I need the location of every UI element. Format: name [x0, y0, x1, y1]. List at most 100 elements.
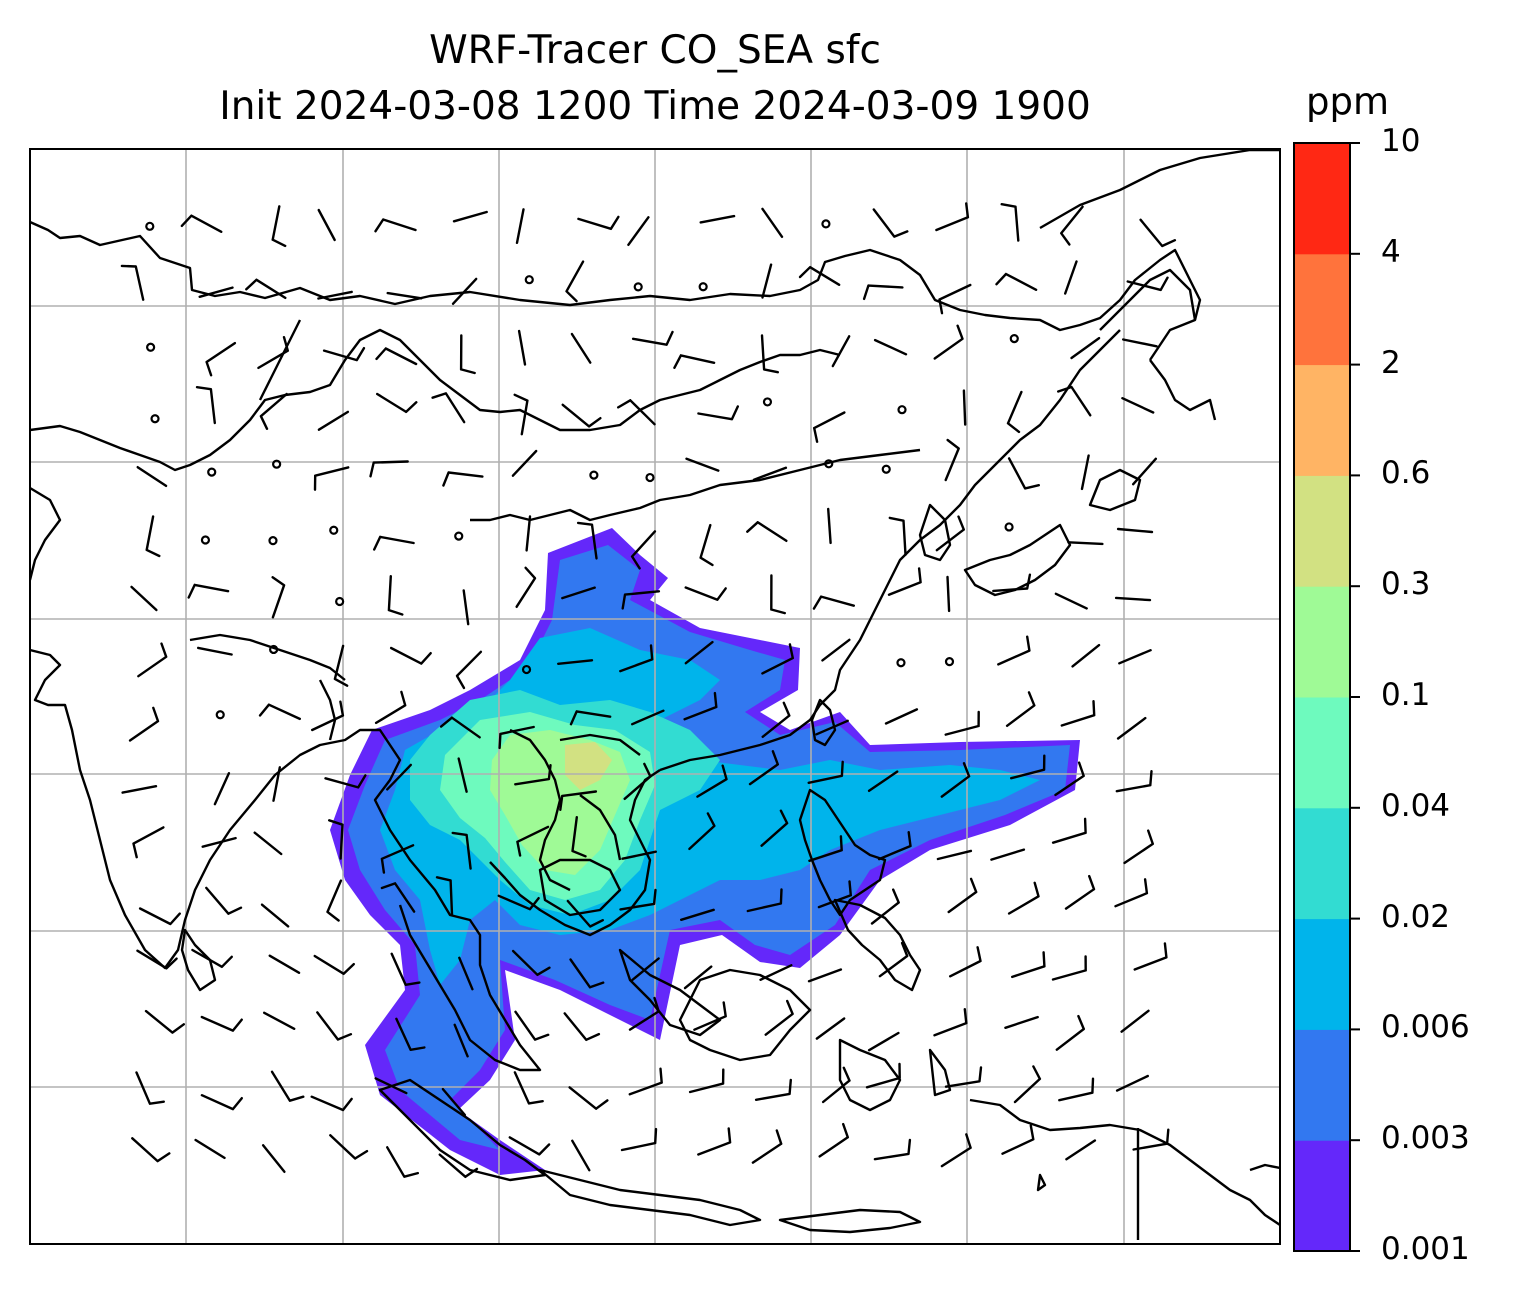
wind-barb — [200, 1015, 243, 1032]
wind-barb — [815, 1017, 846, 1040]
calm-wind-marker — [824, 459, 834, 469]
wind-barb — [1114, 596, 1152, 602]
wind-barb — [569, 710, 612, 726]
wind-barb — [1010, 754, 1046, 780]
wind-barb — [821, 1066, 851, 1104]
wind-barb — [511, 949, 551, 976]
wind-barb — [1013, 1065, 1042, 1104]
calm-wind-marker — [268, 536, 278, 546]
colorbar-tick-label: 0.003 — [1381, 1120, 1470, 1157]
wind-barb — [1115, 1074, 1149, 1092]
wind-barb — [451, 277, 478, 305]
wind-barb — [872, 208, 909, 238]
wind-barb — [878, 941, 909, 978]
wind-barb — [561, 586, 596, 600]
wind-barb — [1054, 592, 1088, 610]
wind-barb — [561, 403, 602, 428]
wind-barb — [317, 208, 336, 242]
colorbar-segment — [1294, 918, 1350, 1030]
wind-barb — [201, 836, 237, 848]
wind-barb — [697, 405, 739, 421]
calm-wind-marker — [145, 221, 155, 231]
wind-barb — [746, 888, 783, 913]
wind-barb — [936, 849, 973, 861]
wind-barb — [194, 1138, 226, 1160]
wind-barb — [313, 466, 350, 491]
wind-barb — [390, 952, 421, 986]
wind-barb — [699, 523, 714, 567]
calm-wind-marker — [897, 405, 907, 415]
wind-barb — [1126, 276, 1169, 292]
wind-barb — [759, 964, 793, 981]
colorbar-segment — [1294, 253, 1350, 366]
wind-barb — [198, 286, 234, 298]
wind-barb — [940, 1133, 972, 1168]
wind-barb — [259, 392, 288, 430]
calm-wind-marker — [335, 596, 345, 607]
wind-barb — [751, 1129, 783, 1164]
wind-barb — [627, 216, 650, 246]
calm-wind-marker — [207, 467, 217, 477]
wind-barb — [187, 583, 230, 599]
wind-barb — [213, 772, 231, 806]
calm-wind-marker — [762, 397, 773, 407]
colorbar-segment — [1294, 143, 1350, 255]
colorbar-tick-label: 0.6 — [1381, 455, 1431, 492]
wind-barb — [949, 946, 982, 978]
calm-wind-marker — [821, 219, 831, 229]
wind-barb — [631, 957, 660, 982]
wind-barb — [935, 515, 965, 552]
calm-wind-marker — [272, 459, 282, 469]
wind-barb — [821, 638, 851, 662]
calm-wind-marker — [454, 531, 464, 541]
wind-barb — [439, 716, 481, 739]
wind-barb — [257, 336, 289, 370]
wind-barb — [940, 762, 971, 798]
wind-barb — [431, 392, 466, 424]
colorbar-segment — [1294, 475, 1350, 587]
wind-barb — [621, 850, 657, 860]
colorbar-tick-label: 0.001 — [1381, 1231, 1470, 1267]
wind-barb — [374, 1077, 408, 1095]
wind-barb — [1114, 878, 1149, 908]
wind-barb — [258, 703, 301, 721]
wind-barb — [121, 785, 158, 794]
calm-wind-marker — [881, 464, 891, 474]
wind-barb — [693, 1001, 727, 1031]
colorbar-unit-label: ppm — [1306, 80, 1390, 123]
wind-barb — [867, 770, 899, 792]
wind-barb — [563, 1012, 601, 1041]
wind-barb — [326, 879, 343, 922]
wind-barb — [253, 831, 283, 856]
wind-barb — [131, 1137, 171, 1163]
wind-barb — [557, 659, 594, 665]
wind-barb — [1005, 691, 1036, 727]
wind-barb — [386, 763, 412, 791]
wind-barb — [935, 202, 970, 232]
wind-barb — [620, 1127, 658, 1152]
wind-barb — [245, 278, 287, 300]
wind-barb — [696, 764, 728, 798]
calm-wind-marker — [269, 644, 279, 655]
wind-barb — [1051, 817, 1087, 844]
wind-barb — [1007, 457, 1040, 490]
wind-barb — [453, 1023, 469, 1058]
wind-barb — [375, 347, 418, 366]
wind-barb — [997, 635, 1031, 666]
wind-barb — [817, 880, 852, 909]
wind-barb — [812, 595, 855, 610]
colorbar-tick-label: 0.006 — [1381, 1009, 1470, 1046]
wind-barb — [617, 399, 656, 426]
wind-barb — [1054, 761, 1085, 797]
map-frame — [29, 148, 1281, 1245]
wind-barb — [1007, 881, 1040, 915]
wind-barb — [395, 1017, 426, 1051]
wind-barb — [1004, 1015, 1039, 1029]
wind-barb — [386, 291, 423, 300]
wind-barb — [205, 341, 237, 377]
wind-barb — [197, 646, 233, 656]
wind-barb — [380, 844, 415, 874]
wind-barb — [373, 535, 415, 551]
colorbar-tick-label: 0.04 — [1381, 787, 1451, 824]
wind-barb — [628, 996, 660, 1031]
